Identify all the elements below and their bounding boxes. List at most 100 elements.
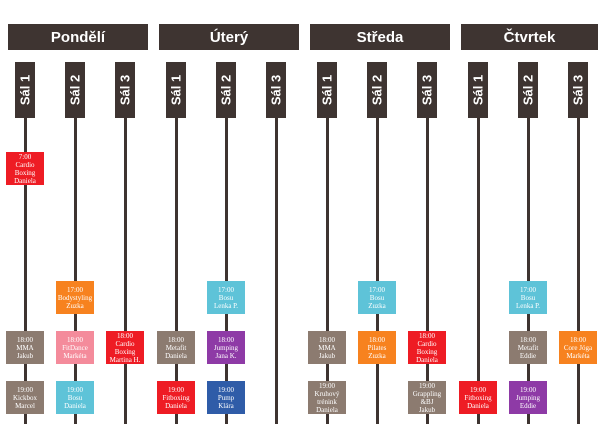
class-name: Fitboxing <box>464 393 492 402</box>
class-block: 18:00 Metafit Daniela <box>157 331 195 364</box>
room-header: Sál 3 <box>417 62 437 118</box>
day-header: Středa <box>310 24 450 50</box>
room-name: Sál 2 <box>67 74 83 106</box>
room-header: Sál 2 <box>518 62 538 118</box>
class-time: 18:00 <box>369 335 385 344</box>
class-block: 17:00 Bodystyling Zuzka <box>56 281 94 314</box>
room-line <box>23 62 27 424</box>
room-line <box>274 62 278 424</box>
class-time: 18:00 <box>218 335 234 344</box>
room-name: Sál 3 <box>570 74 586 106</box>
class-name: Kruhový trénink <box>314 389 340 406</box>
room-name: Sál 3 <box>268 74 284 106</box>
room-header: Sál 1 <box>15 62 35 118</box>
class-instructor: Zuzka <box>368 351 386 360</box>
class-block: 7:00 Cardio Boxing Daniela <box>6 152 44 185</box>
class-name: Core Jóga <box>563 343 593 352</box>
class-block: 18:00 Cardio Boxing Martina H. <box>106 331 144 364</box>
class-time: 17:00 <box>218 285 234 294</box>
class-time: 17:00 <box>520 285 536 294</box>
class-time: 7:00 <box>18 152 32 161</box>
room-line <box>73 62 77 424</box>
class-name: FitDance <box>62 343 88 352</box>
day-header: Čtvrtek <box>461 24 598 50</box>
room-header: Sál 3 <box>115 62 135 118</box>
class-block: 17:00 Bosu Lenka P. <box>207 281 245 314</box>
class-block: 18:00 Pilates Zuzka <box>358 331 396 364</box>
class-block: 19:00 Bosu Daniela <box>56 381 94 414</box>
class-instructor: Marcel <box>15 401 35 410</box>
room-name: Sál 2 <box>520 74 536 106</box>
class-time: 17:00 <box>67 285 83 294</box>
class-name: Kickbox <box>12 393 38 402</box>
class-block: 19:00 Pump Klára <box>207 381 245 414</box>
room-line <box>526 62 530 424</box>
class-time: 19:00 <box>67 385 83 394</box>
class-instructor: Daniela <box>165 401 187 410</box>
day-name: Středa <box>356 28 404 46</box>
day-header: Pondělí <box>8 24 148 50</box>
class-name: Cardio Boxing <box>416 339 438 356</box>
class-block: 18:00 Cardio Boxing Daniela <box>408 331 446 364</box>
class-time: 19:00 <box>470 385 486 394</box>
class-name: Metafit <box>517 343 539 352</box>
class-name: Metafit <box>165 343 187 352</box>
class-instructor: Jakub <box>318 351 336 360</box>
class-time: 18:00 <box>520 335 536 344</box>
class-instructor: Zuzka <box>368 301 386 310</box>
class-time: 19:00 <box>520 385 536 394</box>
class-block: 19:00 Kickbox Marcel <box>6 381 44 414</box>
class-time: 19:00 <box>168 385 184 394</box>
class-block: 19:00 Fitboxing Daniela <box>157 381 195 414</box>
room-name: Sál 2 <box>369 74 385 106</box>
class-block: 17:00 Bosu Zuzka <box>358 281 396 314</box>
class-block: 18:00 MMA Jakub <box>308 331 346 364</box>
class-instructor: Jana K. <box>215 351 237 360</box>
class-name: Pump <box>217 393 235 402</box>
class-block: 19:00 Fitboxing Daniela <box>459 381 497 414</box>
class-name: Bosu <box>67 393 83 402</box>
class-name: Bosu <box>520 293 536 302</box>
room-name: Sál 1 <box>319 74 335 106</box>
class-instructor: Daniela <box>14 176 36 185</box>
room-line <box>476 62 480 424</box>
class-time: 18:00 <box>319 335 335 344</box>
class-instructor: Eddie <box>519 401 537 410</box>
day-header: Úterý <box>159 24 299 50</box>
class-instructor: Jakub <box>418 405 436 414</box>
class-block: 18:00 MMA Jakub <box>6 331 44 364</box>
room-line <box>576 62 580 424</box>
class-name: MMA <box>318 343 336 352</box>
class-time: 19:00 <box>419 381 435 390</box>
room-line <box>375 62 379 424</box>
class-name: Grappling &BJ <box>412 389 442 406</box>
class-time: 18:00 <box>419 331 435 340</box>
class-block: 18:00 Metafit Eddie <box>509 331 547 364</box>
class-instructor: Markéta <box>566 351 590 360</box>
room-line <box>325 62 329 424</box>
class-name: Pilates <box>367 343 387 352</box>
class-name: Jumping <box>515 393 541 402</box>
class-block: 19:00 Jumping Eddie <box>509 381 547 414</box>
day-name: Pondělí <box>50 28 106 46</box>
class-name: Bodystyling <box>57 293 93 302</box>
class-block: 17:00 Bosu Lenka P. <box>509 281 547 314</box>
class-block: 18:00 FitDance Markéta <box>56 331 94 364</box>
class-time: 19:00 <box>17 385 33 394</box>
room-header: Sál 2 <box>367 62 387 118</box>
class-block: 18:00 Core Jóga Markéta <box>559 331 597 364</box>
class-time: 18:00 <box>570 335 586 344</box>
class-time: 17:00 <box>369 285 385 294</box>
class-name: Bosu <box>369 293 385 302</box>
class-time: 18:00 <box>117 331 133 340</box>
class-name: MMA <box>16 343 34 352</box>
class-time: 19:00 <box>218 385 234 394</box>
room-line <box>425 62 429 424</box>
class-name: Bosu <box>218 293 234 302</box>
room-line <box>224 62 228 424</box>
room-header: Sál 2 <box>216 62 236 118</box>
class-time: 18:00 <box>17 335 33 344</box>
class-time: 19:00 <box>319 381 335 390</box>
class-name: Fitboxing <box>162 393 190 402</box>
